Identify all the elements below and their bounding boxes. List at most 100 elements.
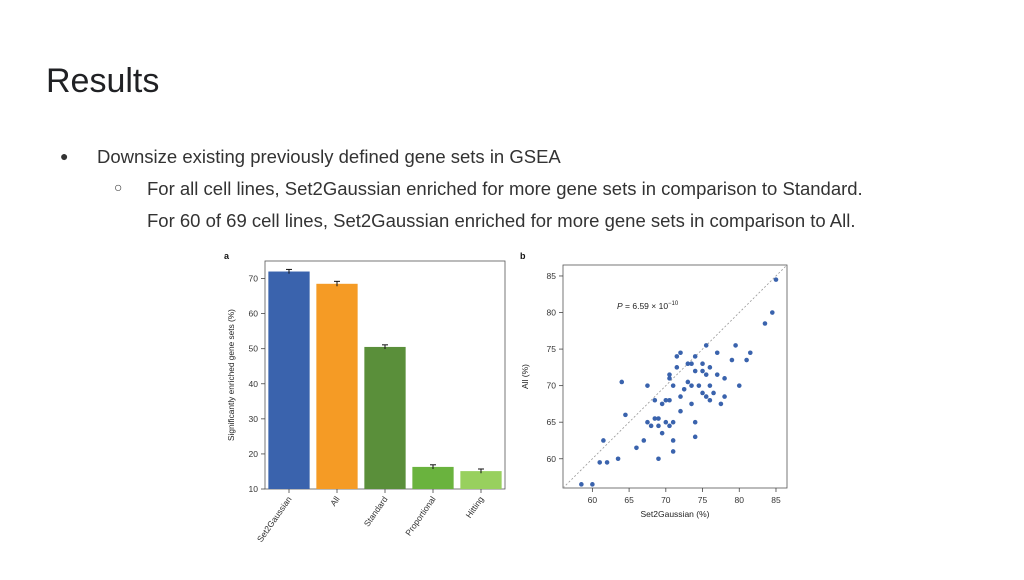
scatter-point [674, 354, 680, 359]
y-tick-label: 20 [249, 449, 259, 459]
scatter-point [689, 401, 694, 407]
scatter-point [623, 412, 628, 418]
scatter-point [667, 397, 672, 403]
bar-set2gaussian [268, 271, 310, 489]
scatter-point [656, 456, 661, 462]
y-tick-label: 70 [249, 274, 259, 284]
bar-chart-figure: a 10 20 30 40 50 60 70 Significantly enriched ge… [222, 245, 512, 575]
scatter-point [696, 383, 702, 388]
scatter-point [678, 350, 683, 356]
scatter-point [579, 482, 584, 487]
scatter-plot-figure: b 60 65 70 75 80 85 60 65 70 75 80 85 Set2Gaussian (%… [516, 245, 806, 535]
scatter-point [703, 372, 709, 377]
scatter-point [711, 390, 716, 396]
scatter-point [692, 354, 698, 359]
scatter-point [634, 445, 639, 451]
scatter-point [641, 438, 647, 443]
y-axis-label: Significantly enriched gene sets (%) [226, 309, 236, 441]
y-tick-label: 80 [547, 308, 557, 318]
scatter-point [692, 419, 698, 425]
scatter-point [722, 376, 727, 381]
bullet-text: For all cell lines, Set2Gaussian enriche… [147, 178, 863, 199]
scatter-point [619, 379, 625, 385]
y-axis-label: All (%) [520, 364, 530, 389]
y-tick-label: 60 [547, 454, 557, 464]
scatter-point [670, 419, 676, 425]
bullet-text: Downsize existing previously defined gen… [97, 146, 561, 167]
y-tick-label: 85 [547, 271, 557, 281]
scatter-point [714, 350, 720, 356]
scatter-point [648, 423, 654, 429]
scatter-point [601, 438, 606, 443]
panel-label-b: b [520, 251, 526, 261]
x-tick-label: 65 [624, 495, 634, 505]
scatter-point [700, 368, 705, 374]
scatter-point [718, 401, 724, 407]
bar-all [316, 283, 358, 489]
hollow-bullet-icon: ○ [114, 179, 123, 195]
y-tick-label: 65 [547, 417, 557, 427]
scatter-point [674, 365, 680, 370]
y-tick-label: 60 [249, 309, 259, 319]
scatter-point [670, 438, 676, 443]
scatter-point [667, 376, 672, 381]
scatter-point [736, 383, 742, 388]
scatter-point [663, 397, 669, 403]
bullet-text: For 60 of 69 cell lines, Set2Gaussian en… [147, 210, 856, 231]
scatter-point [762, 321, 768, 326]
scatter-point [703, 394, 709, 399]
y-tick-label: 40 [249, 379, 259, 389]
scatter-point [689, 383, 694, 388]
scatter-point [667, 423, 672, 429]
scatter-point [652, 416, 658, 421]
filled-bullet-icon: ● [60, 148, 69, 164]
scatter-plot: b 60 65 70 75 80 85 60 65 70 75 80 85 Set2Gaussian (%… [520, 251, 788, 519]
y-tick-label: 70 [547, 381, 557, 391]
scatter-point [604, 460, 610, 465]
x-tick-label: All [328, 494, 342, 508]
scatter-point [615, 456, 621, 462]
scatter-point [645, 383, 650, 388]
scatter-point [770, 310, 775, 315]
scatter-point [700, 390, 705, 396]
scatter-point [681, 386, 687, 392]
scatter-point [729, 357, 735, 363]
x-tick-label: Proportional [403, 494, 438, 537]
scatter-point [656, 423, 661, 429]
identity-diagonal-line [562, 264, 788, 489]
y-tick-label: 75 [547, 344, 557, 354]
scatter-point [670, 449, 676, 454]
scatter-point [685, 361, 691, 367]
y-tick-label: 30 [249, 414, 259, 424]
scatter-point [678, 408, 683, 414]
bar-hitting [460, 471, 502, 489]
scatter-point [692, 434, 698, 440]
scatter-point [663, 419, 669, 425]
scatter-point [685, 379, 691, 385]
scatter-point [733, 343, 738, 348]
scatter-point [773, 277, 779, 282]
scatter-point [692, 368, 698, 374]
bar-standard [364, 346, 406, 489]
scatter-point [707, 397, 713, 403]
slide-title: Results [46, 62, 160, 100]
x-tick-label: 75 [698, 495, 708, 505]
plot-frame [562, 264, 788, 489]
scatter-point [722, 394, 727, 399]
bar-chart: a 10 20 30 40 50 60 70 Significantly enriched ge… [224, 251, 506, 544]
y-tick-label: 50 [249, 344, 259, 354]
scatter-point [659, 401, 665, 407]
panel-label-a: a [224, 251, 230, 261]
bar-proportional [412, 466, 454, 489]
x-axis-label: Set2Gaussian (%) [641, 509, 710, 519]
scatter-point [597, 460, 603, 465]
scatter-point [678, 394, 683, 399]
scatter-point [667, 372, 672, 377]
scatter-point [590, 482, 595, 487]
y-tick-label: 10 [249, 484, 259, 494]
p-value-annotation: P = 6.59 × 10−10 [617, 301, 679, 311]
scatter-point [707, 383, 713, 388]
scatter-point [747, 350, 753, 356]
x-tick-label: 70 [661, 495, 671, 505]
x-tick-label: Set2Gaussian [255, 494, 294, 544]
